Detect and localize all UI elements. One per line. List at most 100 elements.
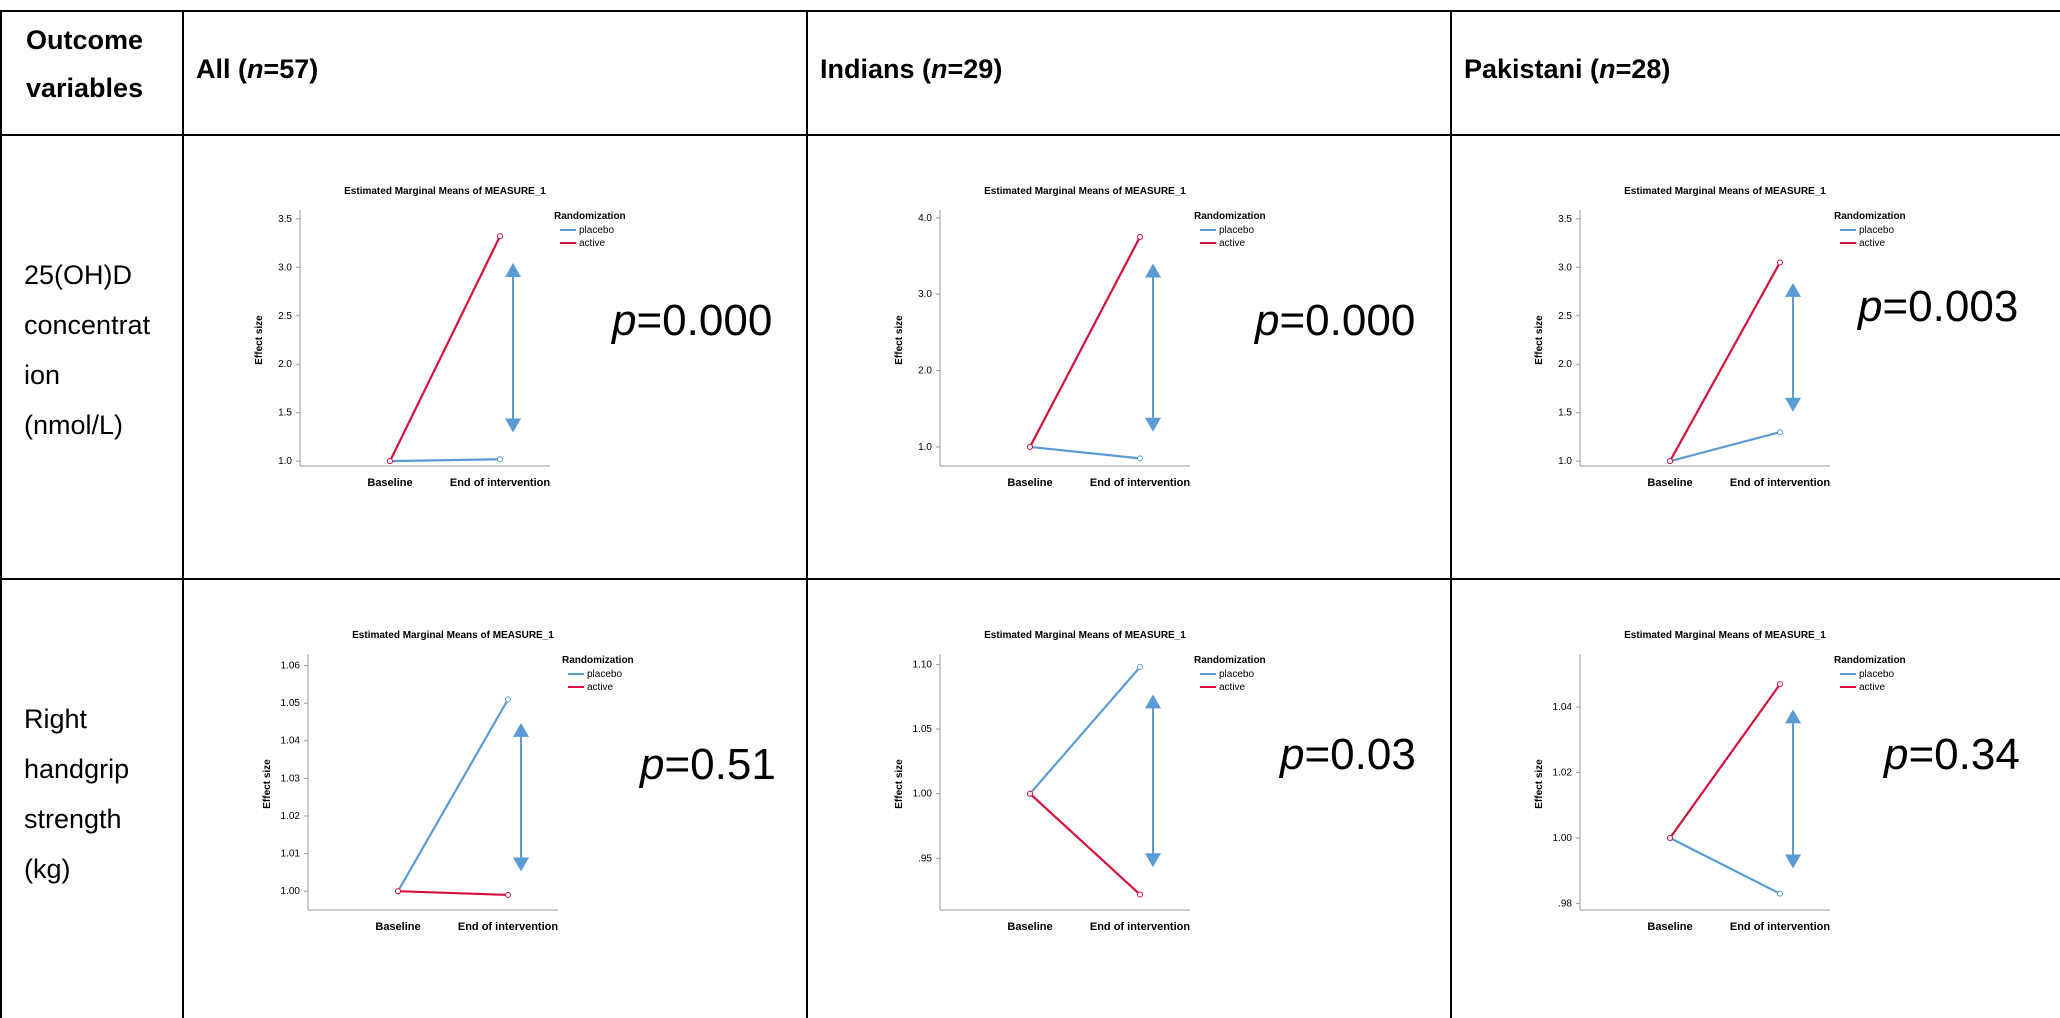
data-point-active	[1777, 681, 1783, 688]
series-line-placebo	[1669, 431, 1781, 463]
header-all-label: All (	[196, 54, 247, 84]
y-tick-label: 1.10	[913, 659, 933, 670]
legend-label-active: active	[1219, 682, 1246, 693]
difference-arrow-head-down	[1785, 854, 1801, 869]
series-line-active	[389, 235, 501, 462]
col3-border	[1450, 10, 1452, 1018]
header-pakistani-n: n	[1599, 54, 1616, 84]
y-tick-label: 1.01	[281, 849, 301, 860]
y-tick-label: 1.05	[281, 698, 301, 709]
x-tick-label: Baseline	[1007, 921, 1052, 933]
row-label-vitd: 25(OH)D concentrat ion (nmol/L)	[24, 250, 150, 450]
y-tick-label: 1.06	[281, 661, 301, 672]
y-axis-label: Effect size	[254, 315, 265, 365]
difference-arrow-head-down	[513, 857, 529, 872]
p-value-text: =0.000	[636, 296, 773, 345]
y-tick-label: 1.05	[913, 724, 933, 735]
p-value-text: =0.03	[1304, 730, 1416, 779]
p-symbol: p	[640, 740, 665, 789]
y-tick-label: 3.0	[1558, 262, 1572, 273]
legend-label-placebo: placebo	[587, 669, 622, 680]
x-tick-label: End of intervention	[1090, 477, 1191, 489]
y-tick-label: 3.5	[1558, 214, 1572, 225]
chart-svg: Estimated Marginal Means of MEASURE_1 1.0…	[1534, 186, 1906, 489]
difference-arrow-head-down	[1145, 417, 1161, 432]
p-symbol: p	[612, 296, 637, 345]
series-line-active	[1029, 236, 1141, 448]
legend-label-active: active	[587, 682, 614, 693]
col1-border	[182, 10, 184, 1018]
difference-arrow-head-up	[1785, 282, 1801, 297]
y-tick-label: 3.0	[918, 289, 932, 300]
data-point-placebo	[505, 696, 511, 703]
chart-title: Estimated Marginal Means of MEASURE_1	[984, 630, 1186, 641]
header-indians-n: n	[931, 54, 948, 84]
y-axis-label: Effect size	[894, 759, 905, 809]
row-label-handgrip: Right handgrip strength (kg)	[24, 694, 129, 894]
p-symbol: p	[1884, 730, 1909, 779]
data-point-active	[1027, 443, 1033, 450]
y-tick-label: 1.0	[1558, 456, 1572, 467]
x-tick-label: Baseline	[375, 921, 420, 933]
difference-arrow-head-up	[505, 263, 521, 278]
chart-title: Estimated Marginal Means of MEASURE_1	[1624, 186, 1826, 197]
x-tick-label: End of intervention	[1090, 921, 1191, 933]
y-axis-label: Effect size	[262, 759, 273, 809]
table-left-border	[0, 10, 2, 1018]
y-tick-label: 4.0	[918, 213, 932, 224]
p-value-vitd-indians: p=0.000	[1255, 296, 1415, 346]
p-symbol: p	[1255, 296, 1280, 345]
y-tick-label: 1.02	[281, 811, 301, 822]
y-tick-label: .95	[918, 853, 932, 864]
chart-handgrip-indians: Estimated Marginal Means of MEASURE_1 .95…	[890, 630, 1266, 950]
x-tick-label: Baseline	[1647, 477, 1692, 489]
series-line-placebo	[1029, 445, 1141, 460]
difference-arrow-head-up	[1145, 694, 1161, 709]
y-tick-label: 3.5	[278, 214, 292, 225]
p-value-vitd-all: p=0.000	[612, 296, 772, 346]
header-all-count: =57)	[263, 54, 319, 84]
header-pakistani: Pakistani (n=28)	[1464, 44, 1670, 94]
header-row-border	[0, 134, 2060, 136]
y-tick-label: 1.5	[1558, 408, 1572, 419]
data-point-active	[395, 888, 401, 895]
chart-title: Estimated Marginal Means of MEASURE_1	[344, 186, 546, 197]
y-tick-label: 1.00	[281, 886, 301, 897]
header-pakistani-label: Pakistani (	[1464, 54, 1600, 84]
data-point-active	[1027, 790, 1033, 797]
row-label-line: strength	[24, 804, 122, 834]
y-tick-label: 3.0	[278, 262, 292, 273]
y-tick-label: 2.0	[1558, 359, 1572, 370]
header-outcome: Outcome variables	[26, 16, 166, 112]
legend-title: Randomization	[554, 211, 626, 222]
header-indians-count: =29)	[947, 54, 1003, 84]
y-tick-label: 1.0	[918, 442, 932, 453]
y-tick-label: .98	[1558, 898, 1572, 909]
legend-title: Randomization	[1194, 655, 1266, 666]
series-line-active	[397, 890, 509, 897]
series-line-placebo	[389, 458, 501, 463]
header-all-n: n	[247, 54, 264, 84]
chart-vitd-pakistani: Estimated Marginal Means of MEASURE_1 1.0…	[1530, 186, 1906, 506]
legend-title: Randomization	[1834, 655, 1906, 666]
y-tick-label: 1.04	[1553, 702, 1573, 713]
legend-label-placebo: placebo	[1219, 225, 1254, 236]
data-point-placebo	[1137, 455, 1143, 462]
chart-title: Estimated Marginal Means of MEASURE_1	[352, 630, 554, 641]
header-indians-label: Indians (	[820, 54, 932, 84]
series-line-placebo	[1669, 837, 1781, 895]
p-value-text: =0.51	[664, 740, 776, 789]
row-label-line: (nmol/L)	[24, 410, 124, 440]
y-tick-label: 1.02	[1553, 768, 1573, 779]
y-tick-label: 2.0	[278, 359, 292, 370]
chart-handgrip-all: Estimated Marginal Means of MEASURE_1 1.0…	[258, 630, 634, 950]
table-top-border	[0, 10, 2060, 12]
x-tick-label: Baseline	[1647, 921, 1692, 933]
y-tick-label: 1.5	[278, 408, 292, 419]
series-line-active	[1669, 261, 1781, 462]
chart-title: Estimated Marginal Means of MEASURE_1	[1624, 630, 1826, 641]
y-axis-label: Effect size	[894, 315, 905, 365]
y-tick-label: 1.04	[281, 736, 301, 747]
legend-label-active: active	[1219, 238, 1246, 249]
